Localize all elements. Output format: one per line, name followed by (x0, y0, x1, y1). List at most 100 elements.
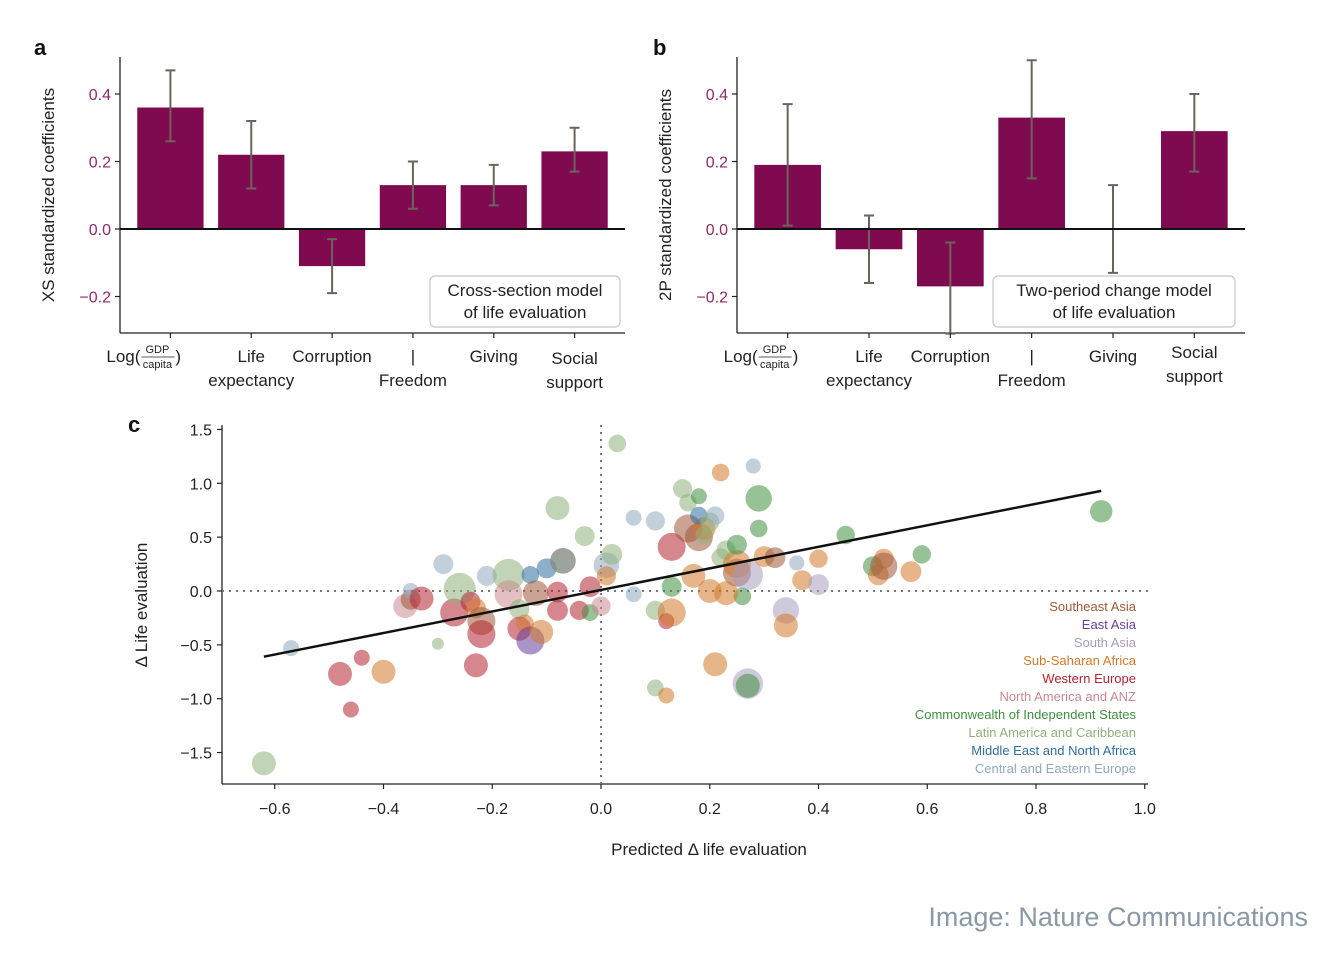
x-tick-label: 0.4 (807, 801, 829, 818)
x-tick-label: | (1029, 347, 1033, 366)
image-credit: Image: Nature Communications (928, 902, 1308, 932)
data-point (522, 580, 549, 606)
x-tick-label: support (546, 373, 603, 392)
data-point (745, 458, 761, 474)
data-point (773, 613, 798, 638)
data-point (808, 574, 829, 595)
x-tick-label: Life (238, 347, 265, 366)
panel-c-scatter-plot: c Δ Life evaluation Predicted Δ life evalu… (128, 412, 1156, 859)
data-point (608, 434, 627, 453)
x-tick-label: Giving (470, 347, 518, 366)
x-tick-label: Freedom (998, 371, 1066, 390)
data-point (764, 547, 786, 569)
legend-entry: Latin America and Caribbean (968, 725, 1136, 740)
data-point (732, 559, 764, 591)
data-point (745, 485, 772, 512)
data-point (703, 652, 728, 677)
data-point (463, 653, 488, 678)
legend-entry: Sub-Saharan Africa (1023, 653, 1137, 668)
x-tick-label-paren: ) (793, 347, 799, 366)
data-point (789, 555, 805, 571)
x-tick-label: 0.8 (1025, 801, 1047, 818)
y-tick-label: −1.5 (180, 746, 212, 763)
data-point (792, 570, 813, 591)
data-point (476, 565, 497, 586)
y-tick-label: −0.5 (180, 638, 212, 655)
regression-line (263, 489, 1102, 658)
y-tick-label: −1.0 (180, 692, 212, 709)
x-tick-label: | (411, 347, 415, 366)
data-point (870, 552, 898, 580)
data-point (625, 586, 642, 603)
x-tick-label-paren: ) (175, 347, 181, 366)
x-tick-label: 0.0 (590, 801, 612, 818)
x-tick-label: −0.2 (476, 801, 508, 818)
legend-entry: East Asia (1082, 617, 1137, 632)
data-point (735, 673, 760, 698)
y-tick-label: 0.0 (190, 584, 212, 601)
y-tick-label: 0.2 (89, 155, 111, 172)
data-point (529, 619, 554, 644)
x-tick-label-log: Log( (106, 347, 140, 366)
x-tick-label-numerator: GDP (763, 344, 787, 356)
data-point (550, 548, 576, 574)
annotation-text: Cross-section model (448, 281, 603, 300)
y-axis-label: 2P standardized coefficients (656, 89, 675, 301)
y-tick-label: 0.0 (706, 222, 728, 239)
legend-entry: Western Europe (1042, 671, 1136, 686)
data-point (353, 649, 370, 666)
data-point (547, 599, 568, 621)
x-tick-label: Corruption (292, 347, 371, 366)
data-point (672, 479, 693, 499)
annotation-box (429, 275, 621, 328)
data-point (661, 576, 682, 597)
annotation-text: of life evaluation (464, 303, 587, 322)
data-point (328, 661, 352, 686)
x-tick-label-denominator: capita (143, 359, 173, 371)
data-point (591, 596, 611, 616)
y-tick-label: 0.5 (190, 530, 212, 547)
x-tick-label: −0.6 (259, 801, 291, 818)
x-tick-label: 0.2 (699, 801, 721, 818)
x-tick-label: support (1166, 367, 1223, 386)
data-point (900, 561, 922, 583)
y-axis-label: XS standardized coefficients (39, 88, 58, 302)
data-point (657, 598, 686, 627)
x-tick-label-log: Log( (724, 347, 758, 366)
x-tick-label-numerator: GDP (145, 344, 169, 356)
legend-entry: Middle East and North Africa (971, 743, 1137, 758)
legend-entry: North America and ANZ (999, 689, 1136, 704)
x-tick-label: Freedom (379, 371, 447, 390)
data-point (705, 506, 725, 525)
data-point (601, 543, 623, 565)
y-tick-label: 0.4 (706, 87, 728, 104)
legend-entry: Southeast Asia (1049, 599, 1136, 614)
data-point (545, 496, 570, 521)
annotation-text: Two-period change model (1016, 281, 1212, 300)
data-point (251, 751, 276, 776)
y-tick-label: 0.2 (706, 155, 728, 172)
legend-entry: Commonwealth of Independent States (915, 707, 1137, 722)
x-tick-label: 0.6 (916, 801, 938, 818)
panel-label: b (653, 35, 666, 60)
x-tick-label: Life (855, 347, 882, 366)
y-tick-label: 0.4 (89, 87, 111, 104)
x-axis-label: Predicted Δ life evaluation (611, 840, 807, 859)
data-point (726, 534, 747, 555)
panel-a-bar-chart: a XS standardized coefficients −0.2 0.0 0.2 0… (34, 35, 625, 392)
x-tick-label: Corruption (911, 347, 990, 366)
x-tick-label: Social (551, 349, 597, 368)
data-point (574, 526, 595, 547)
data-point (521, 566, 540, 584)
data-point (433, 554, 454, 575)
x-tick-label: expectancy (826, 371, 912, 390)
legend-entry: Central and Eastern Europe (975, 761, 1136, 776)
x-tick-label-denominator: capita (760, 359, 790, 371)
data-point (657, 532, 686, 561)
panel-label: c (128, 412, 140, 437)
data-point (431, 637, 444, 650)
data-point (690, 488, 707, 505)
x-tick-label: Social (1171, 343, 1217, 362)
data-point (711, 463, 730, 482)
